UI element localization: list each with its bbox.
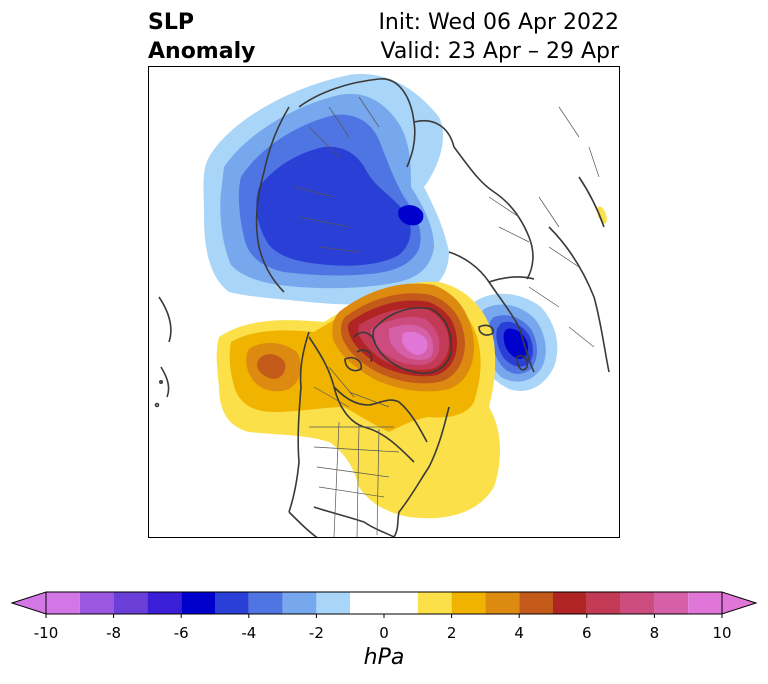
contour-plus-1-small bbox=[597, 206, 607, 224]
colorbar-tick-label: 2 bbox=[446, 624, 457, 642]
contour-plus-9 bbox=[402, 331, 428, 355]
iceland-outline bbox=[478, 324, 495, 336]
colorbar-tick-label: 0 bbox=[379, 624, 389, 642]
europe-coast bbox=[448, 251, 535, 373]
us-east-coast bbox=[393, 406, 450, 537]
gulf-coast bbox=[288, 506, 395, 537]
positive-anomaly-main bbox=[216, 281, 501, 519]
colorbar-extend-low bbox=[10, 591, 47, 615]
east-asia-coast bbox=[158, 296, 172, 398]
colorbar-cell bbox=[553, 592, 587, 614]
colorbar-tick-label: 4 bbox=[514, 624, 524, 642]
north-america-coast bbox=[308, 336, 428, 463]
alaska-west-coast bbox=[288, 331, 310, 513]
colorbar-tick-label: 6 bbox=[582, 624, 592, 642]
colorbar-cell bbox=[147, 592, 182, 614]
colorbar-cell bbox=[620, 592, 655, 614]
contour-minus-4 bbox=[256, 146, 411, 266]
negative-anomaly-russia bbox=[203, 74, 449, 305]
colorbar-cells bbox=[46, 592, 722, 614]
canada-arctic-islands bbox=[344, 331, 376, 372]
contour-minus-6 bbox=[399, 207, 420, 223]
political-borders bbox=[293, 96, 600, 537]
canada-province-lines bbox=[313, 366, 390, 408]
valid-range: Valid: 23 Apr – 29 Apr bbox=[380, 39, 620, 64]
colorbar-cell bbox=[417, 592, 452, 614]
title-line-field: Anomaly bbox=[148, 39, 256, 64]
greenland-outline bbox=[372, 307, 453, 375]
colorbar-units: hPa bbox=[363, 645, 405, 670]
british-isles-outline bbox=[516, 354, 529, 371]
colorbar-cell bbox=[316, 592, 351, 614]
title-right: Init: Wed 06 Apr 2022 Valid: 23 Apr – 29… bbox=[378, 8, 619, 66]
contour-plus-4 bbox=[257, 354, 286, 379]
middle-east-coast bbox=[548, 176, 610, 373]
colorbar-tick-label: -10 bbox=[33, 624, 59, 642]
colorbar-cell bbox=[586, 592, 621, 614]
colorbar-cell bbox=[113, 592, 148, 614]
colorbar-cell bbox=[519, 592, 553, 614]
colorbar-tick-label: -2 bbox=[308, 624, 324, 642]
colorbar-tick-label: -4 bbox=[241, 624, 257, 642]
colorbar-extend-high bbox=[721, 591, 758, 615]
colorbar-cell bbox=[248, 592, 283, 614]
kamchatka-coast bbox=[255, 106, 290, 293]
anomaly-map bbox=[154, 74, 610, 537]
scandinavia-coast bbox=[453, 146, 534, 280]
title-left: SLP Anomaly bbox=[148, 8, 255, 66]
colorbar-tick-marks bbox=[45, 614, 723, 618]
island-dot bbox=[154, 402, 160, 408]
us-state-lines bbox=[309, 421, 400, 537]
init-date: Init: Wed 06 Apr 2022 bbox=[378, 10, 619, 35]
russia-arctic-coast bbox=[298, 78, 455, 168]
title-line-variable: SLP bbox=[148, 10, 194, 35]
colorbar-cell bbox=[79, 592, 114, 614]
russia-region-lines bbox=[293, 96, 380, 253]
europe-country-lines bbox=[488, 106, 600, 348]
colorbar-tick-label: 8 bbox=[649, 624, 660, 642]
colorbar-cell bbox=[688, 592, 722, 614]
island-dot bbox=[159, 379, 164, 384]
colorbar-cell bbox=[282, 592, 317, 614]
colorbar-cell bbox=[485, 592, 520, 614]
colorbar-tick-label: 10 bbox=[712, 624, 732, 642]
colorbar-tick-label: -6 bbox=[173, 624, 189, 642]
map-panel bbox=[148, 66, 620, 538]
colorbar-cell bbox=[451, 592, 486, 614]
colorbar-cell bbox=[46, 592, 80, 614]
colorbar-cell bbox=[350, 592, 418, 614]
coastlines bbox=[154, 78, 610, 537]
colorbar-cell bbox=[181, 592, 215, 614]
colorbar-cell bbox=[215, 592, 249, 614]
colorbar-cell bbox=[654, 592, 689, 614]
colorbar bbox=[10, 591, 758, 618]
colorbar-tick-label: -8 bbox=[106, 624, 122, 642]
